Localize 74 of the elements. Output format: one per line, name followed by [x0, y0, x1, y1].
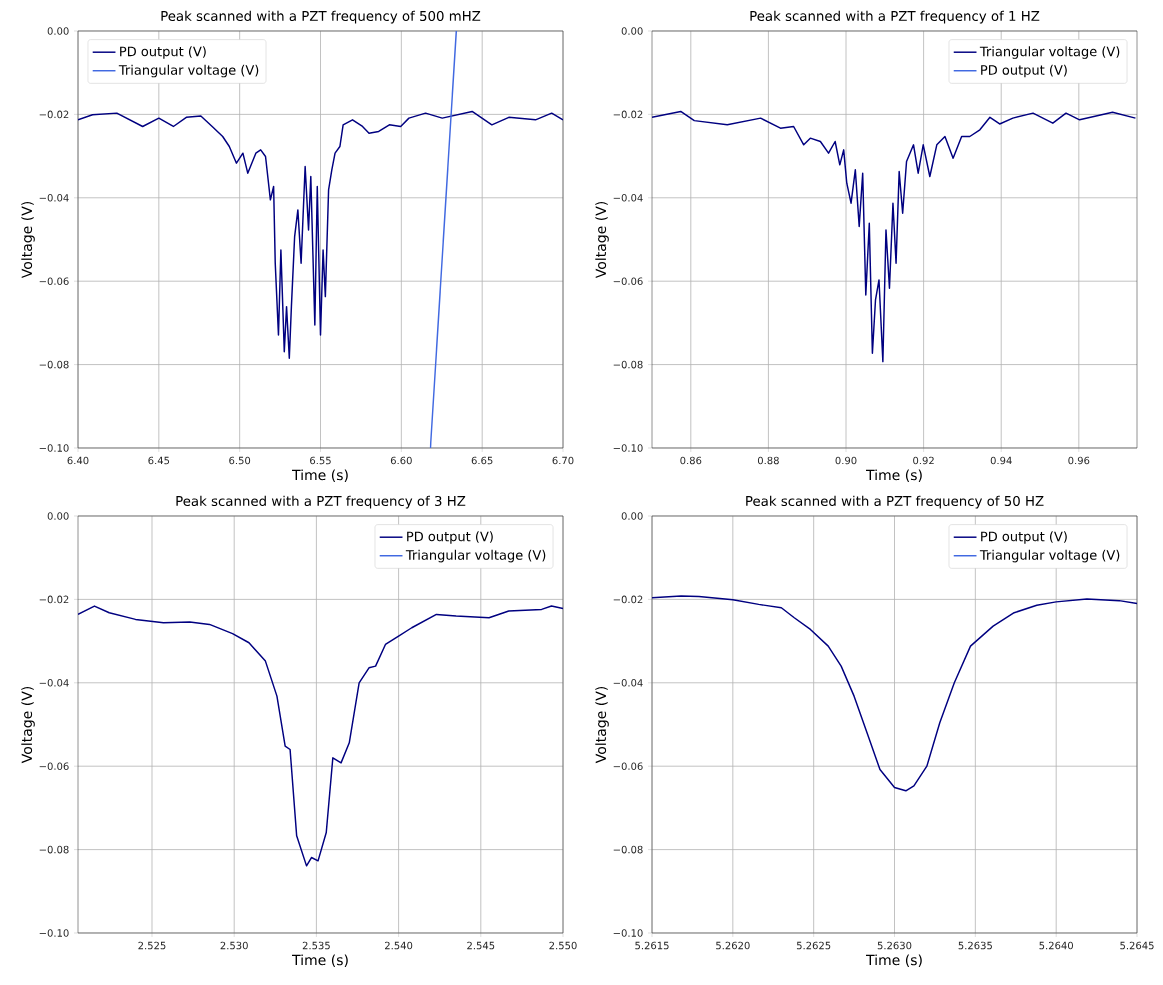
x-axis-title: Time (s)	[292, 469, 348, 482]
x-tick-label: 5.2615	[635, 941, 669, 950]
y-axis-title: Voltage (V)	[595, 201, 609, 279]
y-tick-label: 0.00	[47, 27, 69, 35]
y-tick-label: −0.10	[39, 444, 69, 452]
y-tick-label: −0.04	[39, 679, 69, 687]
legend-label: PD output (V)	[407, 531, 493, 544]
x-tick-label: 6.45	[148, 456, 170, 465]
y-tick-label: −0.10	[613, 929, 643, 937]
x-tick-label: 5.2640	[1039, 941, 1073, 950]
line-series	[652, 595, 1138, 792]
line-series	[652, 110, 1137, 363]
legend-label: PD output (V)	[981, 531, 1067, 544]
chart-title: Peak scanned with a PZT frequency of 3 HZ	[176, 495, 466, 509]
y-tick-label: −0.04	[613, 194, 643, 202]
y-tick-label: −0.10	[613, 444, 643, 452]
x-tick-label: 6.70	[552, 456, 574, 465]
x-tick-label: 2.545	[467, 941, 495, 950]
y-tick-label: 0.00	[621, 27, 643, 35]
legend-label: PD output (V)	[981, 64, 1067, 78]
x-tick-label: 5.2630	[877, 941, 912, 950]
y-tick-label: −0.06	[39, 277, 69, 285]
x-tick-label: 0.94	[990, 456, 1012, 465]
x-tick-label: 5.2645	[1120, 941, 1154, 950]
x-tick-label: 2.535	[302, 941, 330, 950]
x-tick-label: 6.50	[229, 456, 251, 465]
legend-label: Triangular voltage (V)	[979, 549, 1120, 563]
legend-label: PD output (V)	[120, 46, 206, 59]
x-tick-label: 2.540	[385, 941, 413, 950]
y-tick-label: −0.04	[613, 679, 643, 687]
x-tick-label: 0.90	[835, 456, 857, 465]
y-tick-label: −0.04	[39, 194, 69, 202]
y-axis-title: Voltage (V)	[21, 201, 35, 279]
x-tick-label: 5.2620	[716, 941, 750, 950]
x-tick-label: 6.40	[67, 456, 89, 465]
y-tick-label: −0.08	[613, 360, 643, 369]
legend-label: Triangular voltage (V)	[979, 46, 1120, 59]
x-tick-label: 6.65	[471, 456, 493, 465]
y-tick-label: −0.02	[613, 595, 643, 604]
y-tick-label: −0.06	[613, 762, 643, 770]
y-axis-title: Voltage (V)	[21, 686, 35, 764]
x-tick-label: 0.96	[1068, 456, 1090, 465]
y-tick-label: 0.00	[621, 512, 643, 520]
x-tick-label: 5.2625	[796, 941, 831, 950]
legend-label: Triangular voltage (V)	[405, 549, 546, 563]
x-tick-label: 0.88	[757, 456, 779, 465]
x-tick-label: 5.2635	[958, 941, 992, 950]
line-series	[78, 110, 564, 360]
x-axis-title: Time (s)	[866, 954, 922, 967]
y-tick-label: −0.08	[613, 845, 643, 854]
y-tick-label: −0.02	[613, 110, 643, 119]
chart-title: Peak scanned with a PZT frequency of 500 mHZ	[161, 10, 481, 24]
y-tick-label: −0.06	[39, 762, 69, 770]
x-tick-label: 2.525	[138, 941, 166, 950]
x-tick-label: 0.92	[913, 456, 934, 465]
line-series	[78, 605, 564, 867]
legend-label: Triangular voltage (V)	[118, 64, 259, 78]
x-tick-label: 2.530	[220, 941, 248, 950]
y-tick-label: −0.02	[39, 110, 69, 119]
x-tick-label: 0.86	[680, 456, 702, 465]
x-tick-label: 2.550	[549, 941, 577, 950]
x-tick-label: 6.55	[310, 456, 331, 465]
y-axis-title: Voltage (V)	[595, 686, 609, 764]
y-tick-label: −0.08	[39, 845, 69, 854]
y-tick-label: −0.02	[39, 595, 69, 604]
y-tick-label: 0.00	[47, 512, 69, 520]
y-tick-label: −0.08	[39, 360, 69, 369]
x-tick-label: 6.60	[390, 456, 412, 465]
x-axis-title: Time (s)	[866, 469, 922, 482]
chart-title: Peak scanned with a PZT frequency of 1 HZ	[750, 10, 1040, 24]
x-axis-title: Time (s)	[292, 954, 348, 967]
y-tick-label: −0.10	[39, 929, 69, 937]
chart-title: Peak scanned with a PZT frequency of 50 HZ	[746, 495, 1044, 509]
y-tick-label: −0.06	[613, 277, 643, 285]
